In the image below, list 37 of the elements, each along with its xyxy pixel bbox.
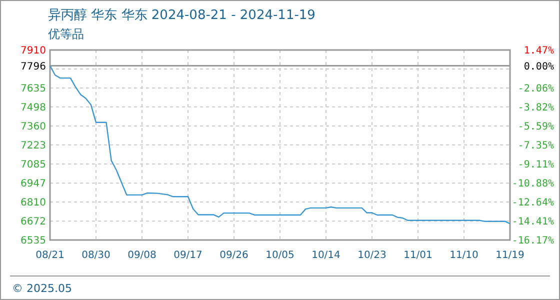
- x-tick-label: 11/19: [496, 250, 524, 261]
- y2-tick-label: -16.17%: [512, 236, 554, 246]
- x-tick-label: 10/14: [312, 250, 340, 261]
- y2-tick-label: -2.06%: [518, 84, 554, 95]
- y-tick-label: 7360: [20, 122, 46, 132]
- y2-tick-label: -5.59%: [518, 122, 554, 133]
- y2-tick-label: -12.64%: [512, 197, 554, 208]
- x-tick-label: 10/05: [266, 250, 294, 261]
- y-tick-label: 7223: [20, 140, 46, 152]
- y-tick-label: 6810: [20, 198, 46, 208]
- x-tick-label: 08/21: [36, 250, 64, 261]
- y-tick-label: 6535: [20, 236, 46, 246]
- x-tick-label: 08/30: [82, 250, 110, 261]
- y-tick-label: 6672: [20, 216, 46, 228]
- y-tick-label: 7796: [20, 61, 46, 72]
- y2-tick-label: -7.35%: [518, 140, 554, 152]
- chart-title: 异丙醇 华东 华东 2024-08-21 - 2024-11-19: [48, 8, 316, 23]
- y2-tick-label: -14.41%: [512, 216, 554, 228]
- x-tick-label: 09/08: [128, 250, 156, 261]
- y2-tick-label: 0.00%: [524, 61, 554, 72]
- y2-tick-label: 1.47%: [524, 46, 554, 56]
- x-tick-label: 09/26: [220, 250, 248, 261]
- x-tick-label: 10/23: [358, 250, 386, 261]
- y2-tick-label: -3.82%: [518, 102, 554, 114]
- y-tick-label: 7498: [20, 102, 46, 114]
- y-tick-label: 7085: [20, 160, 46, 170]
- y-tick-label: 6947: [20, 178, 46, 190]
- y-tick-label: 7910: [20, 46, 46, 56]
- x-tick-label: 11/01: [404, 250, 432, 261]
- x-tick-label: 09/17: [174, 250, 202, 261]
- chart-subtitle: 优等品: [48, 27, 84, 41]
- y2-tick-label: -9.11%: [518, 159, 554, 170]
- y-tick-label: 7635: [20, 84, 46, 94]
- y2-tick-label: -10.88%: [512, 178, 554, 190]
- x-tick-label: 11/10: [450, 250, 478, 261]
- line-series: [49, 65, 511, 224]
- text: © 2025.05: [12, 282, 72, 295]
